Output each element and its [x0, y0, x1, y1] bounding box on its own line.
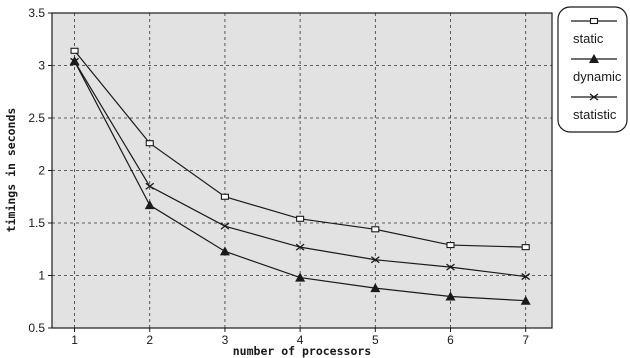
x-tick-label: 2: [146, 333, 153, 347]
y-tick-label: 1: [38, 269, 45, 283]
triangle-marker: [445, 291, 456, 301]
x-tick-label: 4: [297, 333, 304, 347]
x-tick-label: 3: [222, 333, 229, 347]
square-marker: [220, 193, 229, 200]
cross-marker: [589, 93, 599, 101]
square-marker: [446, 242, 455, 249]
legend-label: dynamic: [573, 69, 622, 84]
cross-marker: [70, 57, 79, 65]
x-tick-label: 6: [447, 333, 454, 347]
cross-marker: [521, 273, 531, 281]
legend-item-dynamic: dynamic: [571, 54, 622, 84]
triangle-marker: [219, 246, 230, 256]
y-axis-title: timings in seconds: [4, 108, 18, 233]
legend-items: static dynamic statistic: [571, 17, 622, 122]
cross-marker: [145, 182, 155, 190]
square-marker: [521, 244, 530, 251]
square-marker: [145, 140, 154, 147]
x-tick-label: 7: [522, 333, 529, 347]
y-tick-label: 0.5: [28, 321, 45, 335]
series-statistic: [70, 57, 531, 281]
cross-marker: [370, 256, 380, 264]
cross-marker: [295, 243, 305, 251]
y-tick-label: 3.5: [28, 6, 45, 20]
axis-ticks: 1 2 3 4 5 6 7 0.5 1 1.5 2 2.5 3 3.5: [28, 6, 529, 347]
square-marker: [70, 47, 79, 54]
legend-label: static: [573, 31, 604, 46]
triangle-marker: [295, 272, 306, 282]
series-layer: [69, 47, 531, 305]
legend-item-statistic: statistic: [571, 93, 617, 122]
square-marker: [296, 215, 305, 222]
series-static: [70, 47, 530, 251]
x-axis-title: number of processors: [233, 344, 371, 358]
legend-box: [557, 6, 628, 133]
triangle-marker: [520, 295, 531, 305]
triangle-marker: [144, 200, 155, 210]
y-tick-label: 1.5: [28, 216, 45, 230]
triangle-marker: [370, 283, 381, 293]
legend-label: statistic: [573, 107, 617, 122]
triangle-marker: [589, 54, 599, 63]
y-tick-label: 3: [38, 59, 45, 73]
x-tick-label: 1: [71, 333, 78, 347]
cross-marker: [446, 263, 455, 271]
y-tick-label: 2.5: [28, 111, 45, 125]
x-tick-label: 5: [372, 333, 379, 347]
legend-item-static: static: [571, 17, 617, 46]
cross-marker: [220, 222, 230, 230]
square-marker: [589, 17, 599, 25]
square-marker: [371, 226, 380, 233]
y-tick-label: 2: [38, 164, 45, 178]
legend: static dynamic statistic: [557, 6, 628, 133]
